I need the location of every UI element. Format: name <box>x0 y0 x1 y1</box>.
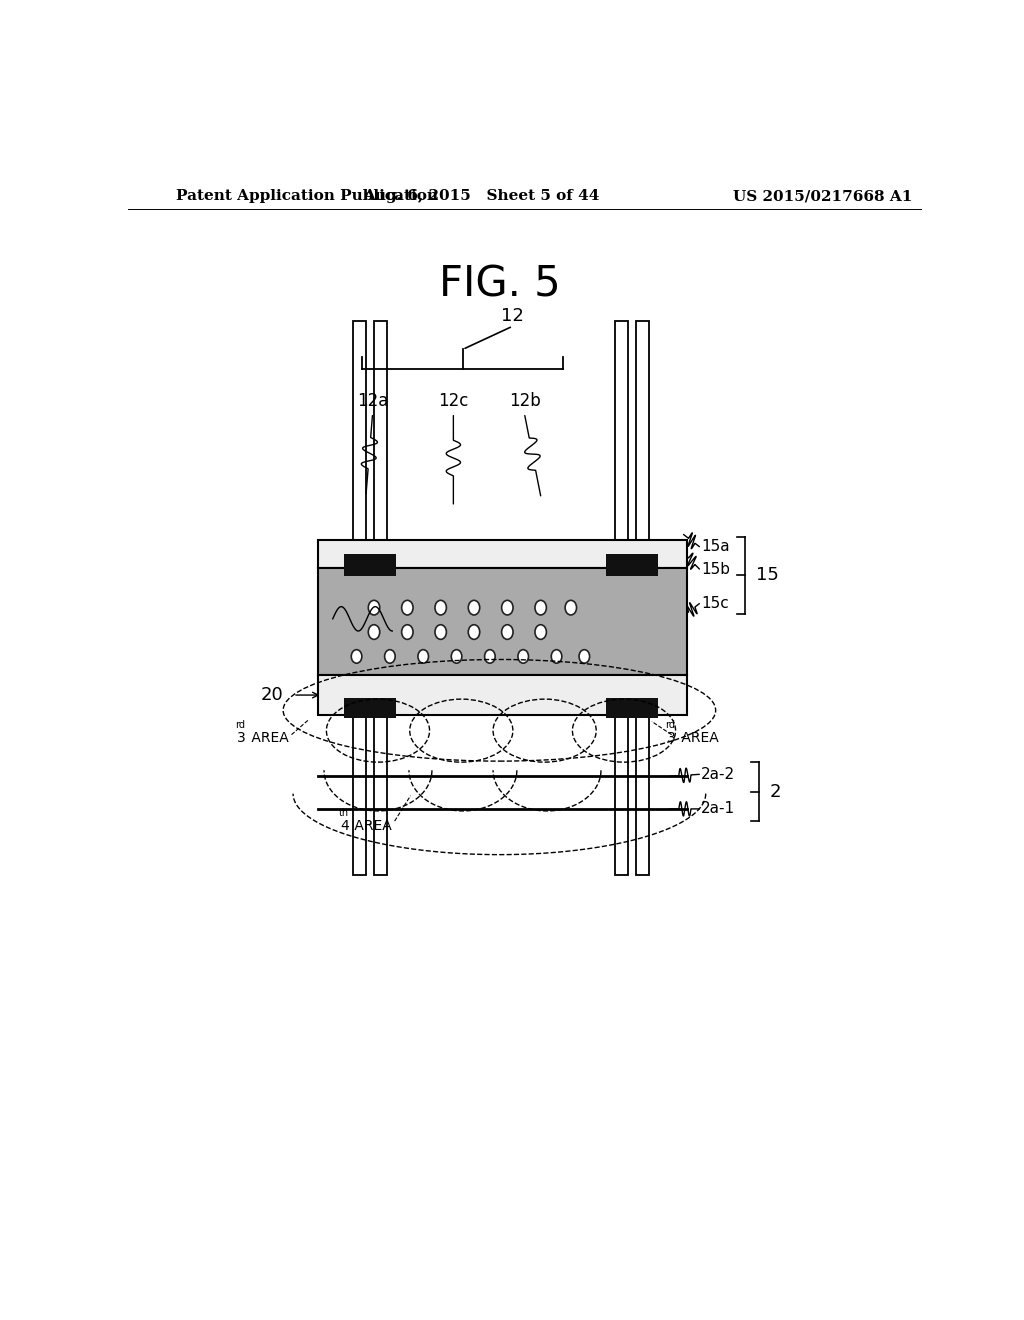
Circle shape <box>468 601 479 615</box>
Circle shape <box>565 601 577 615</box>
Bar <box>344 698 376 718</box>
Text: rd: rd <box>666 719 676 730</box>
Circle shape <box>369 601 380 615</box>
Text: US 2015/0217668 A1: US 2015/0217668 A1 <box>733 189 912 203</box>
Text: 15a: 15a <box>701 539 730 554</box>
Text: 12b: 12b <box>509 392 541 411</box>
Bar <box>614 321 629 875</box>
Bar <box>627 698 658 718</box>
Circle shape <box>452 649 462 663</box>
Circle shape <box>435 601 446 615</box>
Text: th: th <box>339 808 348 818</box>
Bar <box>318 568 687 675</box>
Text: AREA: AREA <box>350 820 392 833</box>
Text: FIG. 5: FIG. 5 <box>438 264 560 305</box>
Circle shape <box>369 624 380 639</box>
Text: 4: 4 <box>340 820 348 833</box>
Bar <box>365 698 396 718</box>
Bar <box>606 698 638 718</box>
Bar <box>374 321 387 875</box>
Circle shape <box>551 649 562 663</box>
Text: 3: 3 <box>237 731 246 744</box>
Text: 12: 12 <box>502 308 524 325</box>
Text: 20: 20 <box>261 686 284 704</box>
Bar <box>353 321 367 875</box>
Text: 3: 3 <box>667 731 676 744</box>
Bar <box>627 554 658 576</box>
Circle shape <box>535 624 547 639</box>
Circle shape <box>401 624 413 639</box>
Circle shape <box>518 649 528 663</box>
Text: AREA: AREA <box>247 731 289 744</box>
Text: 12c: 12c <box>438 392 469 411</box>
Circle shape <box>502 601 513 615</box>
Text: rd: rd <box>236 719 246 730</box>
Bar <box>365 554 396 576</box>
Circle shape <box>351 649 361 663</box>
Text: AREA: AREA <box>677 731 719 744</box>
Bar <box>344 554 376 576</box>
Circle shape <box>435 624 446 639</box>
Text: 2a-2: 2a-2 <box>701 767 735 781</box>
Circle shape <box>401 601 413 615</box>
Circle shape <box>502 624 513 639</box>
Text: 15c: 15c <box>701 597 729 611</box>
Circle shape <box>484 649 496 663</box>
Text: Patent Application Publication: Patent Application Publication <box>176 189 437 203</box>
Circle shape <box>418 649 428 663</box>
Circle shape <box>579 649 590 663</box>
Text: Aug. 6, 2015   Sheet 5 of 44: Aug. 6, 2015 Sheet 5 of 44 <box>362 189 599 203</box>
Text: 12a: 12a <box>356 392 388 411</box>
Text: 2: 2 <box>769 783 780 801</box>
Bar <box>318 675 687 715</box>
Circle shape <box>468 624 479 639</box>
Circle shape <box>385 649 395 663</box>
Circle shape <box>535 601 547 615</box>
Bar <box>318 540 687 568</box>
Bar <box>606 554 638 576</box>
Text: 15b: 15b <box>701 561 730 577</box>
Bar <box>636 321 649 875</box>
Text: 2a-1: 2a-1 <box>701 801 735 816</box>
Text: 15: 15 <box>756 566 778 585</box>
